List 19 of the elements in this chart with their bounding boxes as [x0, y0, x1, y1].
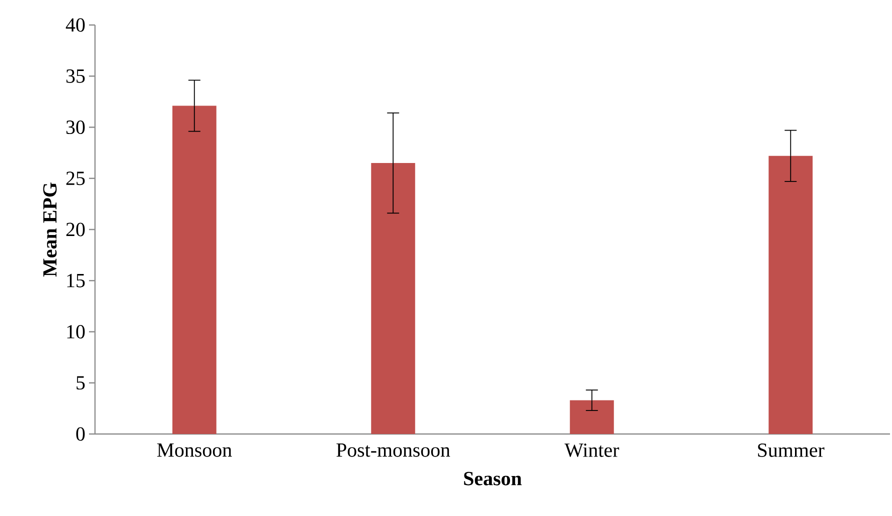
x-axis-title: Season: [464, 472, 522, 486]
x-tick-label: Winter: [564, 444, 620, 458]
y-tick-label: 30: [66, 120, 85, 134]
bar: [172, 106, 216, 434]
y-tick-label: 15: [67, 274, 85, 288]
x-tick-label: Post-monsoon: [336, 444, 450, 457]
bar: [768, 156, 813, 434]
x-tick-label: Monsoon: [157, 444, 232, 457]
y-tick-label: 40: [66, 18, 85, 32]
y-tick-label: 20: [66, 222, 85, 236]
y-tick-label: 25: [66, 172, 85, 186]
y-tick-label: 35: [66, 69, 85, 83]
y-axis-title: Mean EPG: [43, 182, 57, 277]
x-tick-label: Summer: [758, 444, 824, 457]
y-tick-label: 5: [76, 376, 85, 390]
bar: [570, 400, 614, 434]
y-tick-label: 10: [67, 325, 85, 339]
bar: [371, 163, 416, 434]
y-tick-label: 0: [76, 427, 85, 441]
